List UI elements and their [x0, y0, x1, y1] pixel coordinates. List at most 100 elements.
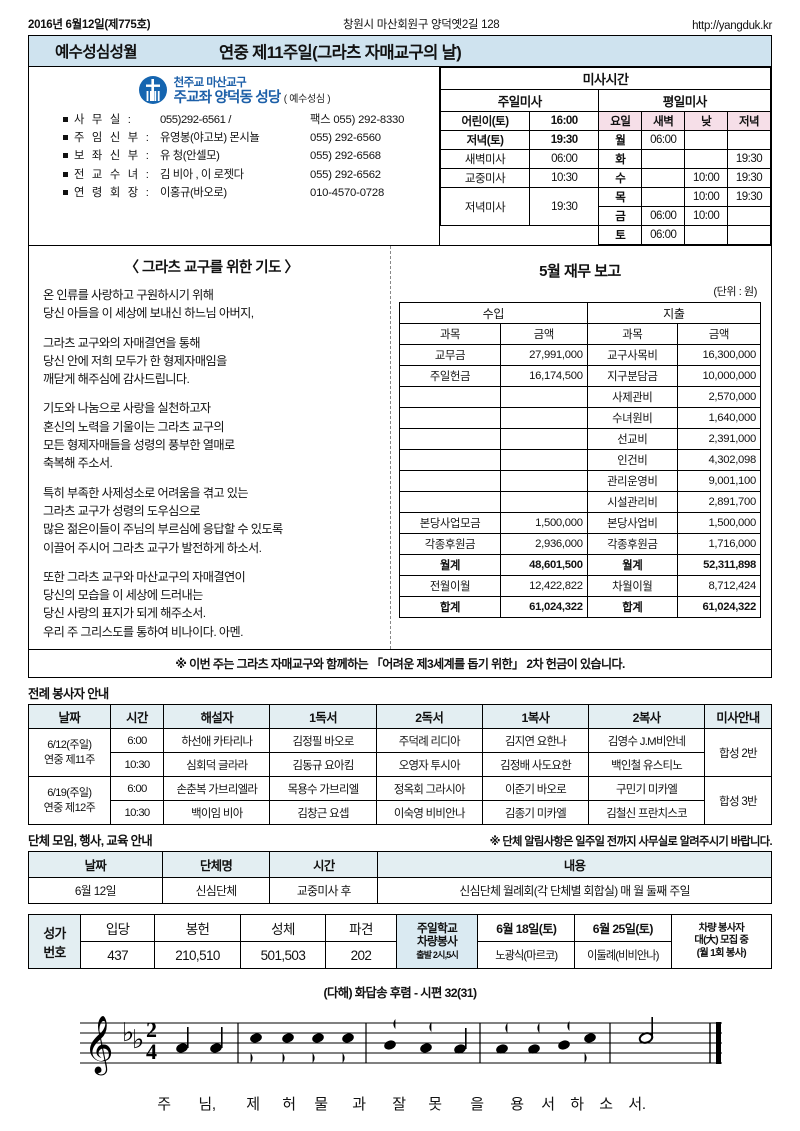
treble-clef-icon: 𝄞 [84, 1015, 114, 1076]
lyric-syllable: 물 [314, 1096, 328, 1114]
shuttle-driver-2: 이둘례(비비안나) [574, 941, 672, 970]
parish-contact-panel: 천주교 마산교구 주교좌 양덕동 성당 ( 예수성심 ) 사 무 실 : 055… [29, 67, 439, 245]
group-name: 신심단체 [161, 877, 271, 905]
col-date: 날짜 [28, 704, 111, 730]
hymn-numbers-table: 성가 번호 입당 봉헌 성체 파견 주일학교 차량봉사 출발 2시,5시 6월 … [28, 914, 773, 970]
income-item [398, 407, 502, 429]
income-total-amount: 61,024,322 [500, 596, 588, 618]
volunteer-time: 10:30 [109, 800, 165, 826]
contact-row: 사 무 실 : 055)292-6561 / 팩스 055) 292-8330 [63, 111, 433, 129]
table-row: 10:30 심회덕 글라라 김동규 요아킴 오영자 투시아 김정배 사도요한 백… [29, 752, 772, 778]
volunteer-reading2: 정옥회 그라시아 [375, 776, 483, 802]
hymn-side-label: 성가 번호 [28, 914, 81, 970]
bullet-icon [63, 134, 68, 140]
note-group [176, 1027, 223, 1053]
table-row: 10:30 백이임 비아 김창근 요셉 이숙영 비비안나 김종기 미카엘 김철신… [29, 800, 772, 826]
contact-tel: 010-4570-0728 [310, 186, 385, 199]
sunday-mass-name: 저녁(토) [439, 130, 531, 150]
groups-caption-row: 단체 모임, 행사, 교육 안내 ※ 단체 알림사항은 일주일 전까지 사무실로… [28, 831, 773, 849]
income-monthly-label: 월계 [398, 554, 502, 576]
contact-label: 주 임 신 부 : [74, 131, 152, 144]
income-item: 각종후원금 [398, 533, 502, 555]
shuttle-line2: 차량봉사 [416, 935, 458, 949]
sunday-mass-name: 교중미사 [439, 168, 531, 188]
responsorial-psalm-score: (다해) 화답송 후렴 - 시편 32(31) 𝄞 [28, 983, 772, 1114]
lyric-syllable: 과 [352, 1096, 366, 1114]
volunteer-time: 10:30 [109, 752, 165, 778]
sunday-mass-name: 새벽미사 [439, 149, 531, 169]
volunteer-date-line2: 연중 제11주 [43, 753, 95, 766]
col-commentator: 해설자 [163, 704, 271, 730]
volunteer-reading1: 김동규 요아킴 [269, 752, 377, 778]
weekday-dawn: 06:00 [641, 130, 686, 150]
volunteer-server1: 김지연 요한나 [481, 728, 590, 754]
lyric-syllable: 소 [599, 1096, 613, 1114]
finance-row: 관리운영비 9,001,100 [398, 470, 762, 492]
website-url[interactable]: http://yangduk.kr [692, 20, 772, 32]
church-logo-icon [138, 75, 168, 105]
volunteer-date: 6/12(주일) 연중 제11주 [28, 728, 111, 778]
weekday-evening [727, 130, 771, 150]
income-amount: 2,936,000 [500, 533, 588, 555]
driver-recruit-notice: 차량 봉사자 대(大) 모집 중 (월 1회 봉사) [670, 914, 773, 970]
hymn-value-entrance: 437 [79, 941, 156, 970]
bullet-icon [63, 189, 68, 195]
volunteer-reading1: 김창근 요셉 [269, 800, 377, 826]
weekday-day: 수 [598, 168, 643, 188]
expense-total-amount: 61,024,322 [676, 596, 762, 618]
finance-row: 시설관리비 2,891,700 [398, 491, 762, 513]
income-item [398, 386, 502, 408]
expense-item: 선교비 [586, 428, 678, 450]
weekday-col-noon: 낮 [684, 111, 729, 131]
volunteer-time: 6:00 [109, 728, 165, 754]
top-meta-bar: 2016년 6월12일(제775호) 창원시 마산회원구 양덕옛2길 128 h… [0, 0, 800, 35]
finance-col-item: 과목 [586, 323, 678, 345]
finance-table: 수입 지출 과목 금액 과목 금액 교무금 27,991,000 교구사목비 1… [398, 302, 762, 618]
col-reading1: 1독서 [269, 704, 377, 730]
contact-tel: 055) 292-6568 [310, 150, 381, 163]
sunday-mass-name: 어린이(토) [439, 111, 531, 131]
prayer-panel: 〈 그라츠 교구를 위한 기도 〉 온 인류를 사랑하고 구원하시기 위해 당신… [29, 246, 391, 650]
parish-logo-text: 천주교 마산교구 주교좌 양덕동 성당 ( 예수성심 ) [174, 74, 331, 107]
contact-label: 전 교 수 녀 : [74, 168, 152, 181]
lyric-syllable: 하 [570, 1096, 584, 1114]
contact-list: 사 무 실 : 055)292-6561 / 팩스 055) 292-8330 … [63, 111, 433, 202]
lyric-syllable: 못 [428, 1096, 442, 1114]
lyric-syllable: 잘 [392, 1096, 406, 1114]
finance-title: 5월 재무 보고 [539, 263, 621, 280]
income-amount [500, 470, 588, 492]
expense-amount: 2,570,000 [676, 386, 762, 408]
prayer-paragraph: 그라츠 교구와의 자매결연을 통해 당신 안에 저희 모두가 한 형제자매임을 … [43, 335, 227, 387]
shuttle-line3: 출발 2시,5시 [416, 950, 459, 961]
shuttle-line1: 주일학교 [416, 922, 458, 936]
table-row: 6/19(주일) 연중 제12주 6:00 손춘복 가브리엘라 목용수 가브리엘… [28, 776, 772, 826]
income-monthly-amount: 48,601,500 [500, 554, 588, 576]
contact-row: 주 임 신 부 : 유영봉(야고보) 몬시뇰 055) 292-6560 [63, 129, 433, 147]
prayer-paragraph: 온 인류를 사랑하고 구원하시기 위해 당신 아들을 이 세상에 보내신 하느님… [43, 288, 254, 321]
income-carry-amount: 12,422,822 [500, 575, 588, 597]
income-carry-label: 전월이월 [398, 575, 502, 597]
contact-value: 김 비아 , 이 로젯다 [160, 168, 244, 181]
flat-icon: ♭ [132, 1025, 144, 1055]
weekday-noon [684, 130, 729, 150]
finance-group-expense: 지출 [586, 302, 762, 324]
finance-row: 수녀원비 1,640,000 [398, 407, 762, 429]
score-lyrics: 주 님, 제 허 물 과 잘 못 을 용 서 하 소 서. [28, 1093, 772, 1114]
weekday-day: 목 [598, 187, 643, 207]
title-band: 예수성심성월 연중 제11주일(그라츠 자매교구의 날) [28, 35, 772, 67]
expense-amount: 1,716,000 [676, 533, 762, 555]
volunteer-commentator: 백이임 비아 [163, 800, 271, 826]
finance-col-item: 과목 [398, 323, 502, 345]
lyric-syllable: 서. [628, 1096, 646, 1114]
weekday-evening [727, 225, 771, 245]
volunteer-mass-guide: 합성 3반 [704, 776, 772, 826]
income-amount: 1,500,000 [500, 512, 588, 534]
finance-row: 사제관비 2,570,000 [398, 386, 762, 408]
mass-schedule-panel: 미사시간 주일미사 평일미사 어린이(토) 16:00 요일 새벽 낮 저녁 저… [439, 67, 771, 245]
volunteer-time: 6:00 [109, 776, 165, 802]
flat-icon: ♭ [122, 1018, 134, 1048]
groups-note: ※ 단체 알림사항은 일주일 전까지 사무실로 알려주시기 바랍니다. [489, 836, 773, 849]
sunday-mass-time: 19:30 [529, 187, 600, 226]
lyric-syllable: 제 [246, 1096, 260, 1114]
